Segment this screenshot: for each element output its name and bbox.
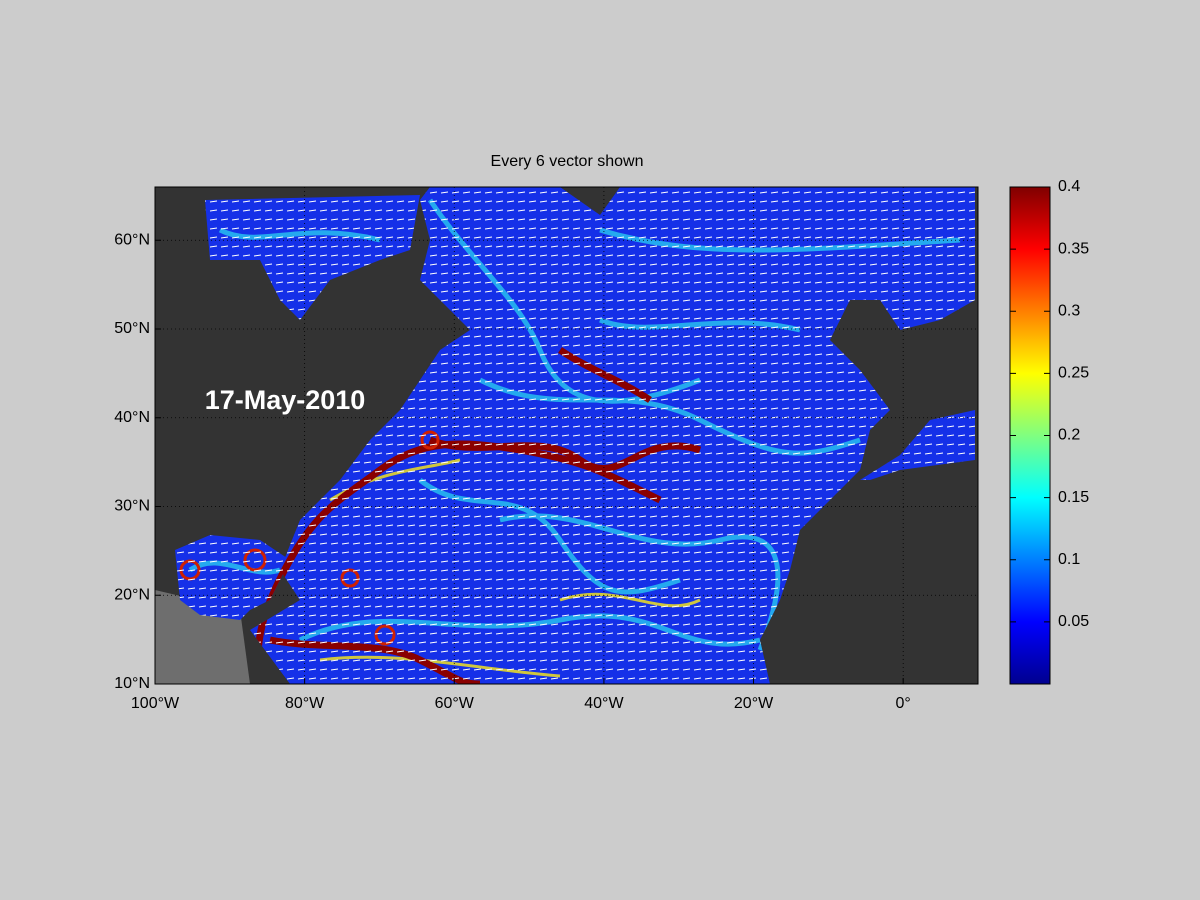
x-tick-label: 100°W xyxy=(131,695,180,712)
axes-frame xyxy=(154,186,979,685)
map-title: Every 6 vector shown xyxy=(491,153,644,170)
colorbar-tick-label: 0.1 xyxy=(1058,551,1080,568)
y-tick-label: 10°N xyxy=(114,675,150,692)
colorbar-tick-label: 0.3 xyxy=(1058,302,1080,319)
grid xyxy=(155,187,978,684)
y-tick-label: 50°N xyxy=(114,320,150,337)
date-label: 17-May-2010 xyxy=(205,385,366,415)
colorbar-tick-label: 0.05 xyxy=(1058,613,1089,630)
x-tick-label: 60°W xyxy=(435,695,475,712)
colorbar-tick-label: 0.4 xyxy=(1058,178,1080,195)
colorbar-tick-label: 0.25 xyxy=(1058,365,1089,382)
colorbar-tick-label: 0.2 xyxy=(1058,427,1080,444)
x-tick-label: 0° xyxy=(896,695,911,712)
y-tick-label: 20°N xyxy=(114,586,150,603)
y-tick-label: 30°N xyxy=(114,498,150,515)
colorbar-tick-label: 0.35 xyxy=(1058,240,1089,257)
colorbar-tick-label: 0.15 xyxy=(1058,489,1089,506)
y-tick-label: 60°N xyxy=(114,231,150,248)
colorbar xyxy=(1009,186,1051,685)
map-area xyxy=(155,187,978,684)
x-tick-label: 20°W xyxy=(734,695,774,712)
x-tick-label: 40°W xyxy=(584,695,624,712)
y-tick-label: 40°N xyxy=(114,409,150,426)
x-tick-label: 80°W xyxy=(285,695,325,712)
